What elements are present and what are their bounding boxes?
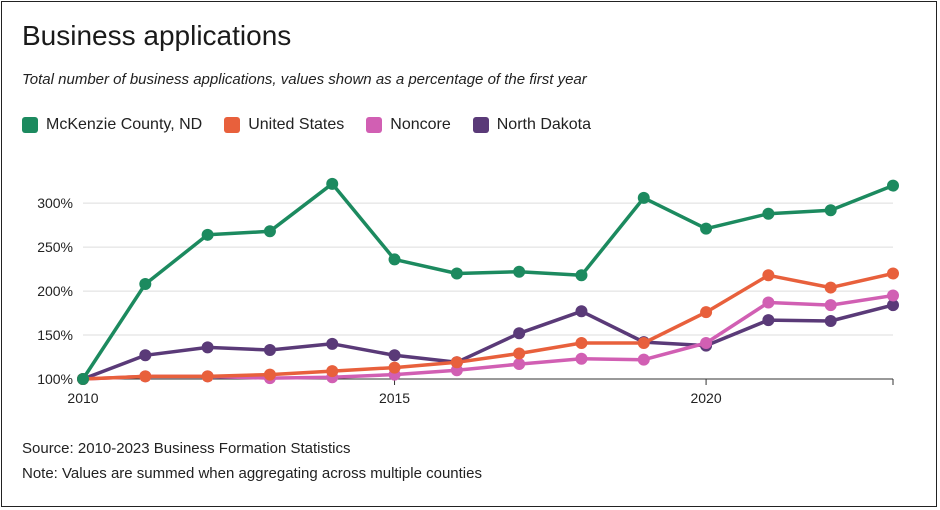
data-point-0 — [762, 207, 775, 220]
data-point-2 — [762, 296, 775, 309]
legend-label-united-states: United States — [248, 116, 345, 133]
data-point-1 — [388, 361, 401, 374]
data-point-0 — [700, 222, 713, 235]
x-tick-label: 2010 — [67, 390, 98, 406]
legend-item-north-dakota[interactable]: North Dakota — [472, 116, 592, 134]
data-point-1 — [263, 368, 276, 381]
data-point-1 — [762, 269, 775, 282]
data-point-1 — [513, 347, 526, 360]
data-point-0 — [513, 265, 526, 278]
data-point-3 — [824, 314, 837, 327]
data-point-3 — [139, 349, 152, 362]
data-point-2 — [887, 289, 899, 302]
data-point-2 — [637, 353, 650, 366]
data-point-3 — [201, 341, 214, 354]
data-point-0 — [201, 228, 214, 241]
data-point-3 — [263, 343, 276, 356]
series-line-2 — [82, 293, 894, 381]
legend: McKenzie County, ND United States Noncor… — [22, 116, 613, 134]
data-point-2 — [824, 299, 837, 312]
data-point-3 — [388, 349, 401, 362]
data-point-1 — [326, 365, 339, 378]
legend-swatch-noncore — [366, 117, 383, 133]
data-point-3 — [887, 299, 899, 312]
data-point-3 — [762, 314, 775, 327]
data-point-1 — [887, 267, 899, 280]
data-point-0 — [77, 373, 89, 385]
x-tick-label: 2015 — [379, 390, 410, 406]
source-note: Source: 2010-2023 Business Formation Sta… — [22, 440, 351, 457]
legend-swatch-united-states — [224, 117, 241, 133]
legend-label-mckenzie: McKenzie County, ND — [46, 116, 203, 133]
legend-item-mckenzie[interactable]: McKenzie County, ND — [22, 116, 202, 134]
y-tick-label: 100% — [37, 371, 73, 387]
series-line-0 — [81, 182, 894, 380]
data-point-1 — [575, 336, 588, 349]
data-point-3 — [575, 305, 588, 318]
data-point-0 — [637, 191, 650, 204]
y-tick-label: 250% — [37, 239, 73, 255]
y-tick-label: 150% — [37, 327, 73, 343]
chart-title: Business applications — [22, 20, 292, 51]
data-point-1 — [824, 281, 837, 294]
aggregation-note: Note: Values are summed when aggregating… — [22, 465, 482, 482]
x-tick-label: 2020 — [690, 390, 721, 406]
data-point-0 — [450, 267, 463, 280]
legend-item-noncore[interactable]: Noncore — [366, 116, 451, 134]
data-point-1 — [637, 336, 650, 349]
data-point-3 — [513, 327, 526, 340]
data-point-0 — [575, 269, 588, 282]
legend-swatch-mckenzie — [22, 117, 38, 133]
data-point-2 — [700, 336, 713, 349]
data-point-0 — [887, 179, 899, 192]
series-line-1 — [82, 271, 894, 381]
data-point-1 — [201, 370, 214, 383]
data-point-0 — [139, 278, 152, 291]
legend-label-noncore: Noncore — [390, 116, 451, 133]
data-point-1 — [700, 306, 713, 319]
y-tick-label: 200% — [37, 283, 73, 299]
legend-label-north-dakota: North Dakota — [496, 116, 592, 133]
series-line-3 — [82, 303, 894, 381]
data-point-2 — [575, 352, 588, 365]
y-tick-label: 300% — [37, 195, 73, 211]
chart-subtitle: Total number of business applications, v… — [22, 71, 587, 88]
legend-item-united-states[interactable]: United States — [224, 116, 344, 134]
data-point-0 — [824, 204, 837, 217]
data-point-1 — [139, 370, 152, 383]
data-point-0 — [326, 177, 339, 190]
data-point-2 — [513, 358, 526, 371]
data-point-0 — [263, 225, 276, 238]
data-point-3 — [326, 337, 339, 350]
legend-swatch-north-dakota — [472, 117, 489, 133]
data-point-1 — [450, 356, 463, 369]
data-point-0 — [388, 253, 401, 266]
